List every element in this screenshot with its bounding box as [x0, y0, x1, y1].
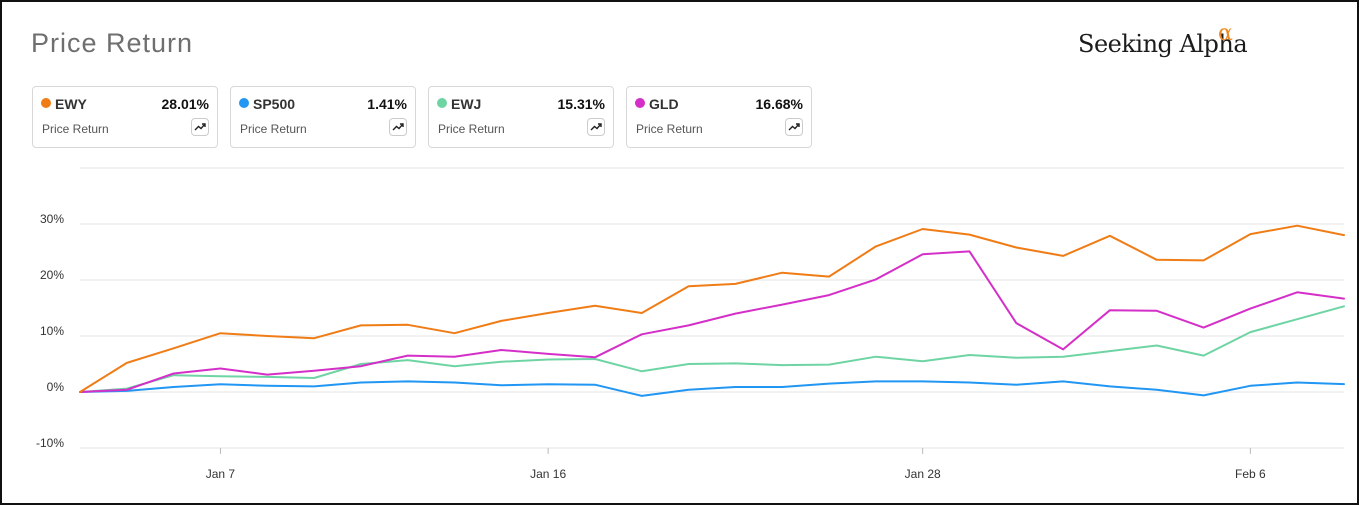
y-tick-label: 20% [40, 268, 64, 282]
trend-up-icon[interactable] [389, 118, 407, 136]
seeking-alpha-logo[interactable]: Seeking Alpha α [1078, 21, 1248, 58]
page-title: Price Return [31, 28, 194, 58]
ticker-label: EWJ [451, 96, 482, 112]
return-value: 15.31% [557, 96, 605, 112]
brand-name: Seeking Alpha [1078, 30, 1248, 58]
legend-card-sp500[interactable]: SP500 1.41% Price Return [230, 86, 416, 148]
series-color-dot [635, 98, 645, 108]
x-tick-label: Jan 28 [905, 467, 941, 481]
legend-card-ewy[interactable]: EWY 28.01% Price Return [32, 86, 218, 148]
x-tick-label: Feb 6 [1235, 467, 1266, 481]
trend-up-icon[interactable] [785, 118, 803, 136]
x-tick-label: Jan 7 [206, 467, 236, 481]
series-color-dot [239, 98, 249, 108]
ticker-label: EWY [55, 96, 87, 112]
series-lines [79, 224, 1345, 397]
y-axis-tick-labels: -10% 0% 10% 20% 30% [36, 212, 64, 450]
alpha-logo-mark: α [1218, 21, 1233, 46]
ticker-label: GLD [649, 96, 679, 112]
y-tick-label: -10% [36, 436, 64, 450]
series-line-gld[interactable] [79, 250, 1345, 393]
y-tick-label: 10% [40, 324, 64, 338]
return-value: 16.68% [755, 96, 803, 112]
trend-up-icon[interactable] [191, 118, 209, 136]
metric-label: Price Return [636, 122, 703, 136]
y-tick-label: 0% [47, 380, 65, 394]
x-tick-label: Jan 16 [530, 467, 566, 481]
legend-card-gld[interactable]: GLD 16.68% Price Return [626, 86, 812, 148]
y-tick-label: 30% [40, 212, 64, 226]
x-axis-tick-labels: Jan 7 Jan 16 Jan 28 Feb 6 [206, 448, 1266, 481]
ticker-label: SP500 [253, 96, 296, 112]
gridlines [80, 167, 1344, 449]
metric-label: Price Return [240, 122, 307, 136]
series-line-ewy[interactable] [79, 224, 1345, 393]
legend-card-ewj[interactable]: EWJ 15.31% Price Return [428, 86, 614, 148]
series-line-sp500[interactable] [79, 380, 1345, 397]
metric-label: Price Return [42, 122, 109, 136]
series-line-ewj[interactable] [79, 305, 1345, 393]
metric-label: Price Return [438, 122, 505, 136]
trend-up-icon[interactable] [587, 118, 605, 136]
return-value: 1.41% [367, 96, 407, 112]
series-color-dot [41, 98, 51, 108]
series-color-dot [437, 98, 447, 108]
return-value: 28.01% [161, 96, 209, 112]
